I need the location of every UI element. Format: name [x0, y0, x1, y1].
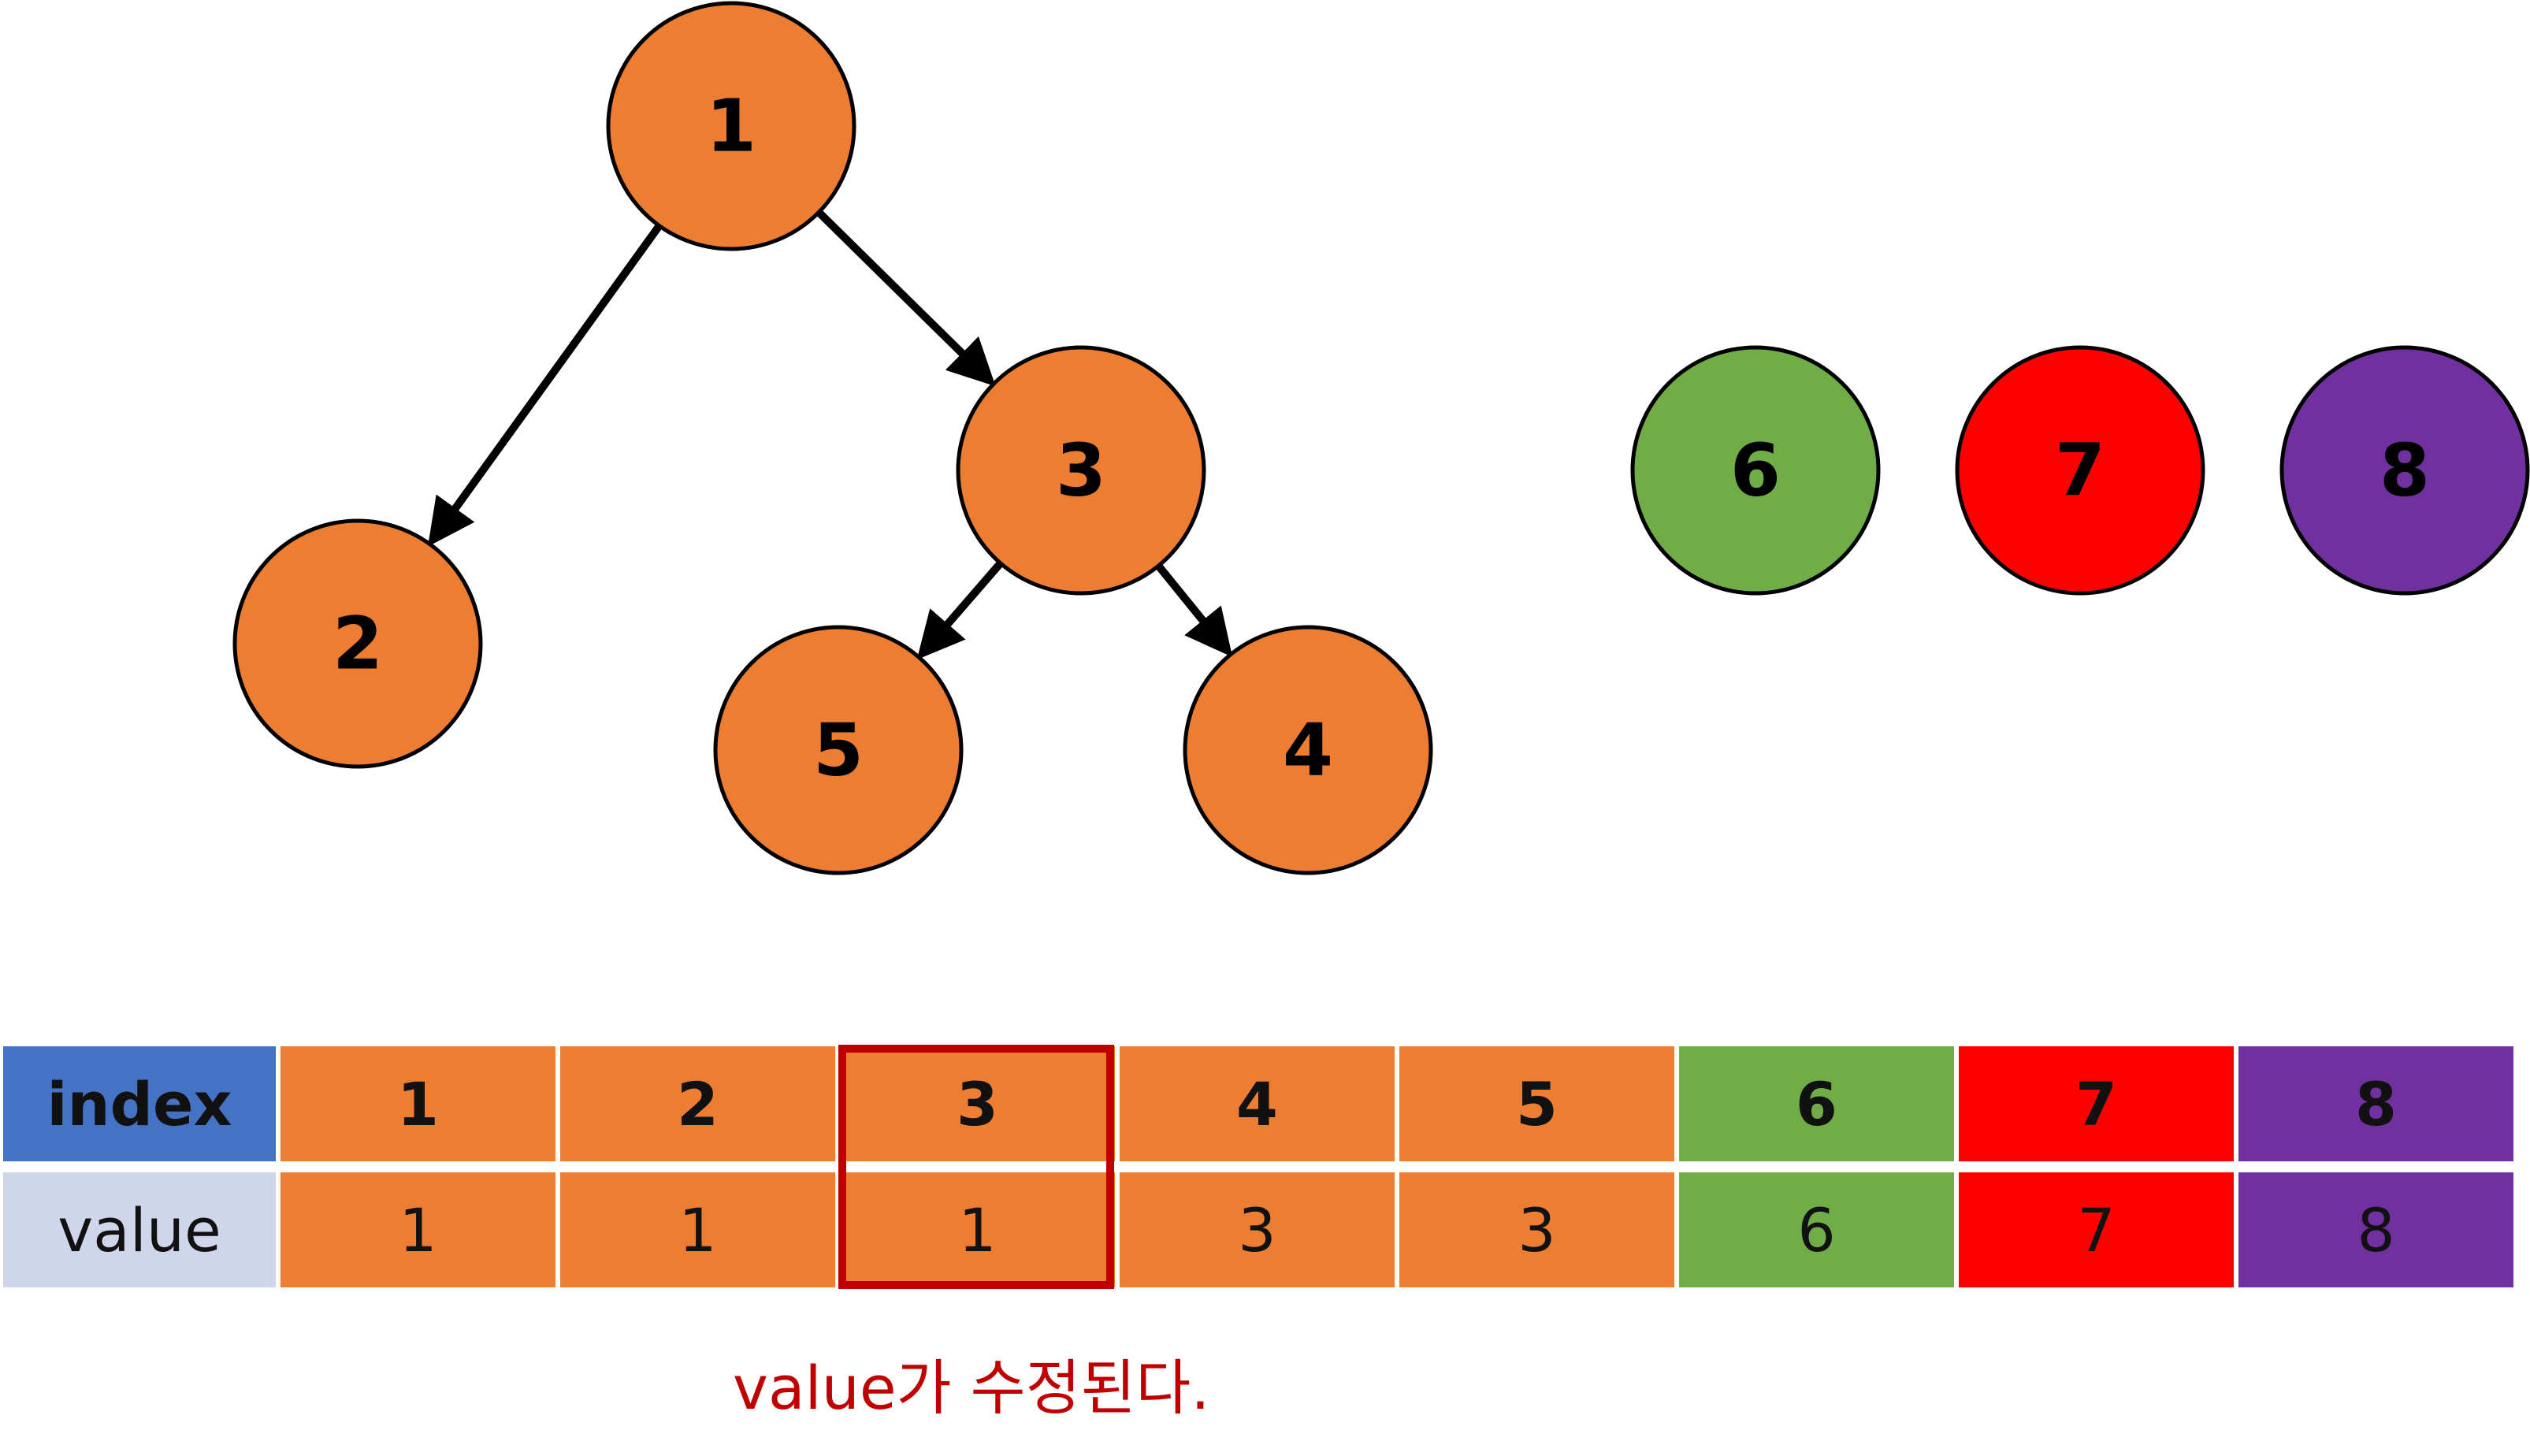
caption-text: value가 수정된다. — [733, 1353, 1210, 1423]
node-label: 4 — [1283, 708, 1333, 793]
node-label: 1 — [706, 84, 756, 169]
node-8: 8 — [2279, 345, 2530, 596]
node-2: 2 — [232, 518, 483, 769]
index-cell: 1 — [280, 1046, 555, 1161]
index-cell: 3 — [840, 1046, 1115, 1161]
node-label: 7 — [2055, 429, 2105, 513]
node-label: 2 — [333, 602, 383, 686]
node-label: 5 — [813, 708, 864, 793]
value-cell: 1 — [560, 1172, 835, 1287]
value-header: value — [3, 1172, 276, 1287]
index-cell: 5 — [1399, 1046, 1674, 1161]
edge-3-to-5 — [916, 560, 1004, 660]
node-circle — [956, 345, 1206, 596]
index-row: index 1 2 3 4 5 6 7 8 — [3, 1046, 2513, 1161]
edge-1-to-2 — [427, 223, 663, 547]
node-label: 8 — [2380, 429, 2430, 513]
index-cell: 8 — [2238, 1046, 2513, 1161]
node-7: 7 — [1955, 345, 2205, 596]
index-cell: 7 — [1959, 1046, 2234, 1161]
value-row: value 1 1 1 3 3 6 7 8 — [3, 1172, 2513, 1287]
value-cell: 8 — [2238, 1172, 2513, 1287]
index-cell: 2 — [560, 1046, 835, 1161]
index-cell: 4 — [1120, 1046, 1395, 1161]
node-circle — [713, 625, 964, 875]
value-cell: 1 — [840, 1172, 1115, 1287]
union-find-table: index 1 2 3 4 5 6 7 8 value 1 1 1 3 3 6 … — [0, 1035, 2518, 1298]
node-5: 5 — [713, 625, 964, 875]
node-circle — [606, 1, 856, 251]
node-circle — [1183, 625, 1433, 875]
node-circle — [2279, 345, 2530, 596]
node-1: 1 — [606, 1, 856, 251]
node-label: 3 — [1056, 429, 1106, 513]
node-6: 6 — [1630, 345, 1881, 596]
node-circle — [1630, 345, 1881, 596]
node-label: 6 — [1730, 429, 1781, 513]
node-circle — [232, 518, 483, 769]
node-3: 3 — [956, 345, 1206, 596]
value-cell: 3 — [1399, 1172, 1674, 1287]
value-cell: 1 — [280, 1172, 555, 1287]
edge-3-to-4 — [1155, 563, 1233, 657]
highlight-box — [838, 1045, 1114, 1289]
value-cell: 3 — [1120, 1172, 1395, 1287]
node-4: 4 — [1183, 625, 1433, 875]
value-cell: 6 — [1679, 1172, 1954, 1287]
value-cell: 7 — [1959, 1172, 2234, 1287]
edge-1-to-3 — [815, 209, 996, 387]
node-circle — [1955, 345, 2205, 596]
index-cell: 6 — [1679, 1046, 1954, 1161]
index-header: index — [3, 1046, 276, 1161]
